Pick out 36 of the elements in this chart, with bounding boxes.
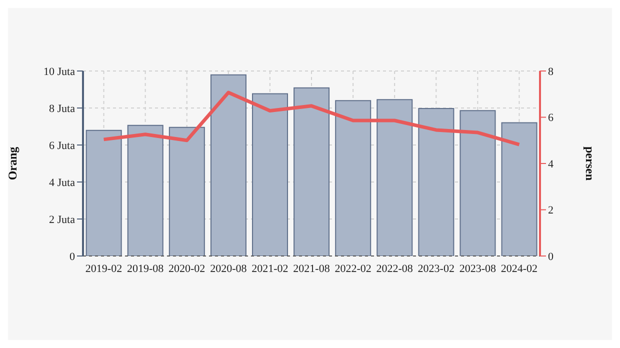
bar xyxy=(335,100,372,256)
y-tick-label: 2 Juta xyxy=(49,214,76,226)
y2-tick-label: 8 xyxy=(548,66,554,78)
bar xyxy=(418,108,454,256)
y2-tick-label: 2 xyxy=(548,204,554,217)
x-tick-label: 2022-08 xyxy=(376,262,414,275)
x-tick-label: 2019-08 xyxy=(126,262,164,275)
x-tick-label: 2021-08 xyxy=(293,262,330,275)
y-tick-label: 4 Juta xyxy=(49,176,76,189)
y-tick-label: 6 Juta xyxy=(49,140,76,152)
bar xyxy=(252,93,288,256)
bar xyxy=(86,130,122,256)
y2-tick-label: 0 xyxy=(548,250,554,263)
y-axis-title: Orang xyxy=(5,146,20,180)
x-tick-label: 2023-08 xyxy=(459,262,497,275)
y-tick-label: 10 Juta xyxy=(44,66,76,78)
y-tick-label: 8 Juta xyxy=(49,102,76,115)
bar xyxy=(168,126,205,256)
x-tick-label: 2020-02 xyxy=(168,262,206,275)
y2-axis-title: persen xyxy=(582,146,597,181)
y-tick-label: 0 xyxy=(70,250,76,263)
y2-tick-label: 4 xyxy=(548,158,554,170)
x-tick-label: 2024-02 xyxy=(500,262,538,275)
x-tick-label: 2023-02 xyxy=(418,262,454,275)
x-tick-label: 2019-02 xyxy=(85,262,122,275)
x-tick-label: 2022-02 xyxy=(334,262,372,275)
y2-tick-label: 6 xyxy=(548,112,554,124)
x-tick-label: 2021-02 xyxy=(252,262,288,275)
bar xyxy=(501,122,538,256)
bar xyxy=(294,87,330,256)
bar xyxy=(210,74,246,256)
bar xyxy=(376,99,413,256)
x-tick-label: 2020-08 xyxy=(210,262,248,275)
line-series xyxy=(102,90,521,146)
bar xyxy=(460,110,496,256)
bar xyxy=(127,124,164,256)
